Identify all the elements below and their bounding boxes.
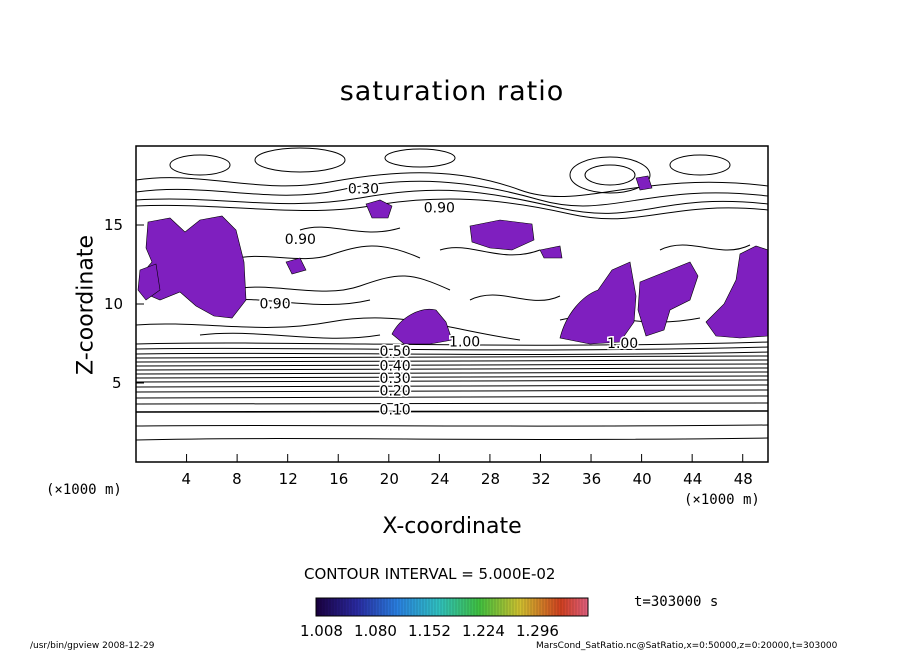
contour-label: 0.90 (424, 200, 455, 216)
x-axis-label: X-coordinate (382, 514, 522, 539)
contour-label: 0.90 (259, 297, 290, 313)
contour-label: 0.90 (285, 232, 316, 248)
x-tick-label: 8 (232, 470, 242, 488)
x-tick-label: 4 (181, 470, 192, 488)
colorbar-label: 1.296 (516, 622, 559, 640)
contour-label: 0.50 (380, 344, 411, 360)
contour-label: 0.30 (380, 371, 411, 387)
y-tick-label: 15 (104, 216, 124, 234)
time-label: t=303000 s (634, 594, 719, 610)
x-tick-label: 48 (733, 470, 753, 488)
colorbar (315, 597, 589, 617)
colorbar-label: 1.080 (354, 622, 397, 640)
region-6 (637, 261, 699, 337)
footer-right: MarsCond_SatRatio.nc@SatRatio,x=0:50000,… (536, 641, 838, 651)
contour-labels: 0.900.300.900.901.000.500.400.300.200.10… (258, 180, 640, 420)
x-tick-label: 44 (683, 470, 703, 488)
contour-label: 1.00 (449, 335, 480, 351)
y-tick-label: 5 (112, 374, 122, 392)
contour-label: 0.30 (348, 181, 379, 197)
x-tick-label: 28 (480, 470, 500, 488)
colorbar-label: 1.152 (408, 622, 451, 640)
x-tick-label: 12 (278, 470, 298, 488)
region-2 (365, 199, 393, 219)
x-tick-label: 32 (531, 470, 551, 488)
chart-title: saturation ratio (339, 76, 565, 107)
x-unit-left: (×1000 m) (46, 482, 122, 498)
contour-label: 0.40 (380, 358, 411, 374)
region-8 (137, 263, 161, 301)
x-tick-label: 20 (379, 470, 399, 488)
contour-band-lower (136, 341, 768, 441)
y-axis-label: Z-coordinate (73, 235, 99, 375)
x-unit-right: (×1000 m) (684, 492, 760, 508)
x-tick-label: 40 (632, 470, 652, 488)
region-4 (469, 219, 535, 251)
region-9 (285, 257, 307, 275)
region-3 (391, 308, 453, 345)
supersaturated-regions (137, 175, 768, 345)
region-10 (635, 175, 653, 191)
colorbar-label: 1.224 (462, 622, 505, 640)
colorbar-label: 1.008 (300, 622, 343, 640)
region-5 (559, 261, 637, 345)
contour-label: 0.10 (380, 403, 411, 419)
region-11 (539, 245, 563, 259)
region-7 (705, 245, 768, 339)
contour-interval: CONTOUR INTERVAL = 5.000E-02 (304, 565, 556, 583)
y-axis-ticks (136, 224, 144, 384)
y-tick-label: 10 (104, 295, 124, 313)
x-tick-label: 24 (430, 470, 450, 488)
contour-label: 1.00 (607, 336, 638, 352)
x-tick-label: 16 (329, 470, 349, 488)
x-axis-ticks (186, 454, 744, 462)
x-tick-label: 36 (582, 470, 602, 488)
footer-left: /usr/bin/gpview 2008-12-29 (30, 641, 155, 651)
contour-label: 0.20 (380, 384, 411, 400)
